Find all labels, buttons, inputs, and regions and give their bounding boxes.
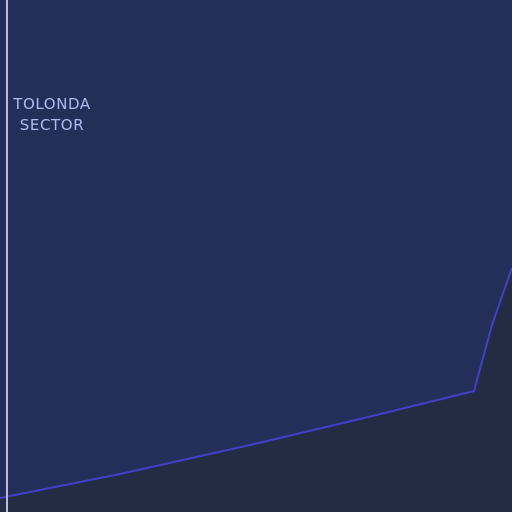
lower-region-fill — [0, 268, 512, 512]
sector-label-line-1: TOLONDA — [13, 95, 91, 113]
sector-label-line-2: SECTOR — [19, 116, 85, 134]
region-boundary-line — [0, 267, 512, 499]
sector-label: TOLONDA SECTOR — [9, 94, 95, 136]
